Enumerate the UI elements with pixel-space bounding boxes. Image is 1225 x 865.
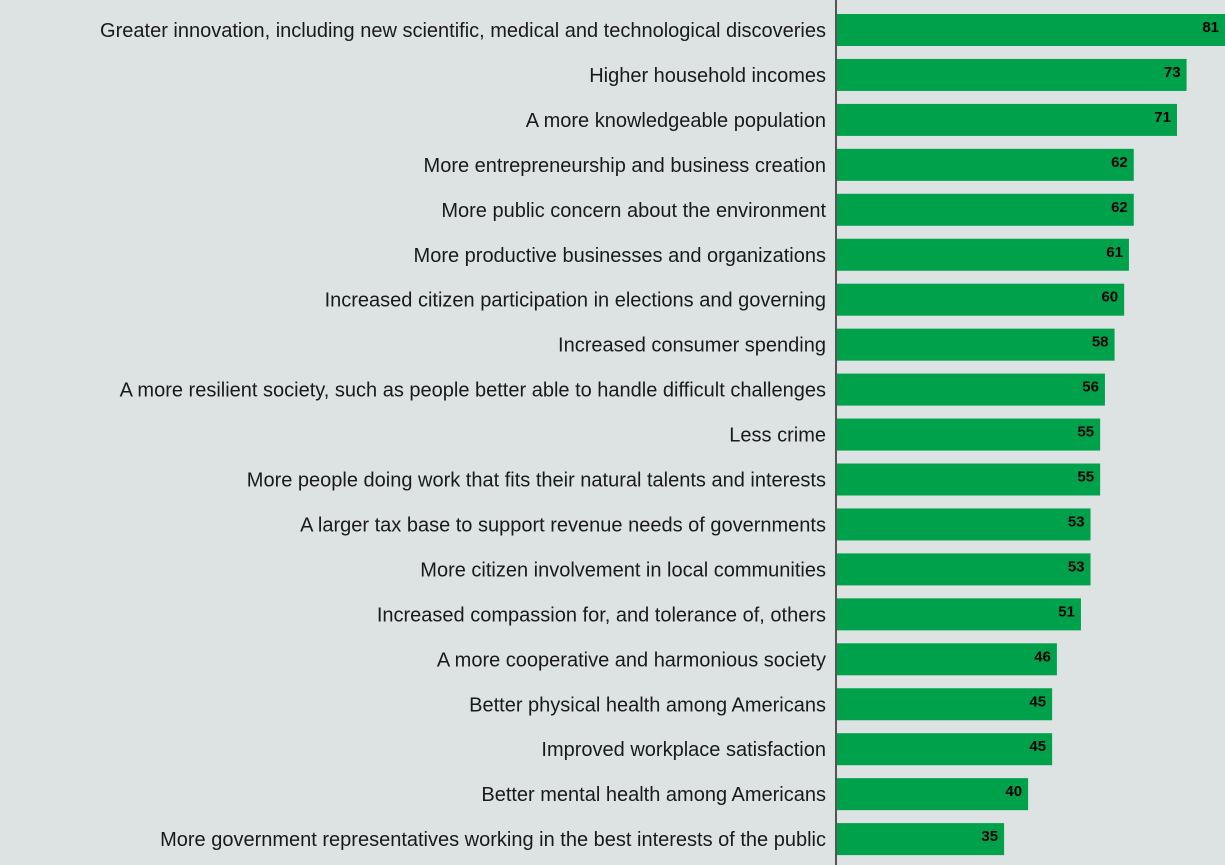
value-label-19: 35 <box>981 828 998 845</box>
bar-7 <box>836 283 1125 316</box>
value-label-17: 45 <box>1029 738 1046 755</box>
category-label-6: More productive businesses and organizat… <box>414 245 826 267</box>
bars-layer <box>836 14 1225 856</box>
bar-10 <box>836 418 1101 451</box>
bar-14 <box>836 598 1081 631</box>
category-label-2: Higher household incomes <box>589 65 826 87</box>
value-label-10: 55 <box>1077 424 1094 441</box>
value-label-3: 71 <box>1154 109 1171 126</box>
bar-6 <box>836 238 1129 271</box>
value-label-12: 53 <box>1068 513 1085 530</box>
bar-12 <box>836 508 1091 541</box>
bar-5 <box>836 193 1134 226</box>
category-labels-layer: Greater innovation, including new scient… <box>100 20 826 851</box>
value-labels-layer: 81 73 71 62 62 61 60 58 56 55 55 53 53 51 46 45 45 40 35 <box>981 19 1219 845</box>
bar-3 <box>836 103 1177 136</box>
bar-16 <box>836 688 1053 721</box>
category-label-11: More people doing work that fits their n… <box>247 470 826 492</box>
value-label-9: 56 <box>1082 379 1099 396</box>
category-label-19: More government representatives working … <box>160 829 826 851</box>
value-label-18: 40 <box>1005 783 1022 800</box>
value-label-15: 46 <box>1034 648 1051 665</box>
value-label-8: 58 <box>1092 334 1109 351</box>
category-label-7: Increased citizen participation in elect… <box>325 290 826 312</box>
bar-13 <box>836 553 1091 586</box>
bar-1 <box>836 14 1225 46</box>
bar-19 <box>836 823 1005 856</box>
bar-9 <box>836 373 1105 406</box>
category-label-10: Less crime <box>729 425 826 447</box>
value-label-13: 53 <box>1068 558 1085 575</box>
category-label-1: Greater innovation, including new scient… <box>100 20 826 42</box>
value-label-2: 73 <box>1164 64 1181 81</box>
value-label-4: 62 <box>1111 154 1128 171</box>
category-label-9: A more resilient society, such as people… <box>120 380 826 402</box>
category-label-15: A more cooperative and harmonious societ… <box>437 649 826 671</box>
category-label-16: Better physical health among Americans <box>469 694 826 716</box>
category-label-4: More entrepreneurship and business creat… <box>424 155 826 177</box>
value-label-7: 60 <box>1101 289 1118 306</box>
bar-2 <box>836 58 1187 91</box>
value-label-11: 55 <box>1077 469 1094 486</box>
value-label-16: 45 <box>1029 693 1046 710</box>
category-label-17: Improved workplace satisfaction <box>541 739 826 761</box>
category-label-12: A larger tax base to support revenue nee… <box>300 514 826 536</box>
category-label-14: Increased compassion for, and tolerance … <box>377 604 826 626</box>
value-label-6: 61 <box>1106 244 1123 261</box>
value-label-14: 51 <box>1058 603 1075 620</box>
value-label-5: 62 <box>1111 199 1128 216</box>
category-label-18: Better mental health among Americans <box>481 784 826 806</box>
bar-15 <box>836 643 1057 676</box>
bar-17 <box>836 733 1053 766</box>
category-label-3: A more knowledgeable population <box>526 110 826 132</box>
category-label-5: More public concern about the environmen… <box>441 200 826 222</box>
bar-4 <box>836 148 1134 181</box>
category-label-13: More citizen involvement in local commun… <box>420 559 826 581</box>
bar-11 <box>836 463 1101 496</box>
category-label-8: Increased consumer spending <box>558 335 826 357</box>
bar-18 <box>836 778 1029 811</box>
bar-8 <box>836 328 1115 361</box>
value-label-1: 81 <box>1202 19 1219 36</box>
